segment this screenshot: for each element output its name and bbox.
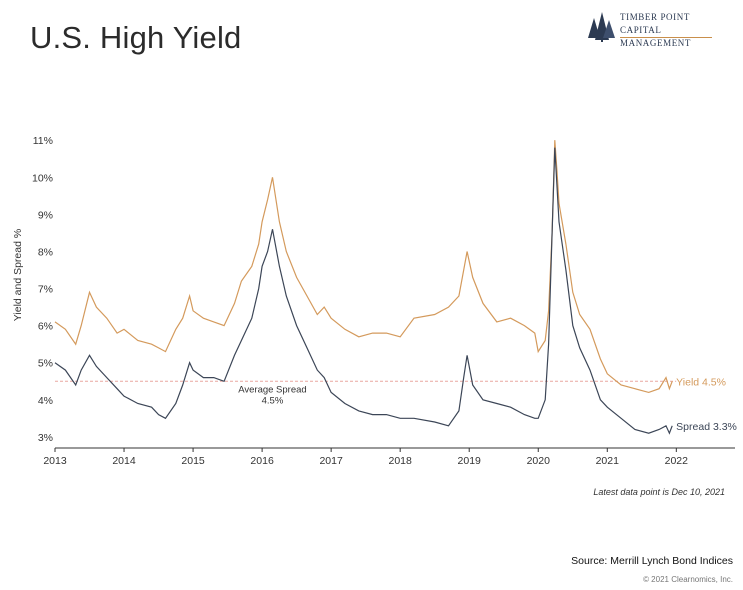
y-axis-title: Yield and Spread % xyxy=(12,229,24,321)
y-tick-label: 10% xyxy=(32,172,53,184)
tree-logo-icon xyxy=(588,12,615,42)
y-axis-title-group: Yield and Spread % xyxy=(12,229,24,321)
latest-data-note: Latest data point is Dec 10, 2021 xyxy=(593,487,725,497)
logo-name: Timber Point xyxy=(620,12,690,22)
logo-rule xyxy=(620,37,712,38)
x-axis: 2013 2014 2015 2016 2017 2018 2019 2020 2021 2022 xyxy=(43,448,688,467)
x-tick-label: 2018 xyxy=(388,455,412,467)
y-tick-label: 3% xyxy=(38,432,53,444)
y-tick-label: 11% xyxy=(33,135,53,147)
x-tick-label: 2016 xyxy=(250,455,274,467)
y-tick-label: 6% xyxy=(38,321,53,333)
x-tick-label: 2019 xyxy=(458,455,482,467)
y-tick-label: 5% xyxy=(38,358,53,370)
y-axis: 3% 4% 5% 6% 7% 8% 9% 10% 11% xyxy=(32,135,53,444)
x-tick-label: 2017 xyxy=(319,455,343,467)
spread-line xyxy=(54,147,673,435)
x-tick-label: 2013 xyxy=(43,455,67,467)
average-spread-label: Average Spread xyxy=(238,384,307,395)
x-tick-label: 2021 xyxy=(596,455,620,467)
spread-end-label: Spread 3.3% xyxy=(676,421,737,433)
page-title: U.S. High Yield xyxy=(30,20,242,55)
yield-end-label: Yield 4.5% xyxy=(676,376,726,388)
x-tick-label: 2020 xyxy=(527,455,551,467)
y-tick-label: 4% xyxy=(38,395,53,407)
yield-line xyxy=(54,140,673,394)
y-tick-label: 8% xyxy=(38,246,53,258)
logo-subname: Capital Management xyxy=(620,25,691,48)
copyright: © 2021 Clearnomics, Inc. xyxy=(643,575,733,584)
average-spread-value: 4.5% xyxy=(262,395,284,406)
logo: Timber Point Capital Management xyxy=(584,6,724,48)
source-note: Source: Merrill Lynch Bond Indices xyxy=(571,555,733,567)
x-tick-label: 2014 xyxy=(112,455,136,467)
x-tick-label: 2015 xyxy=(181,455,205,467)
x-tick-label: 2022 xyxy=(665,455,689,467)
y-tick-label: 9% xyxy=(38,209,53,221)
y-tick-label: 7% xyxy=(38,284,53,296)
